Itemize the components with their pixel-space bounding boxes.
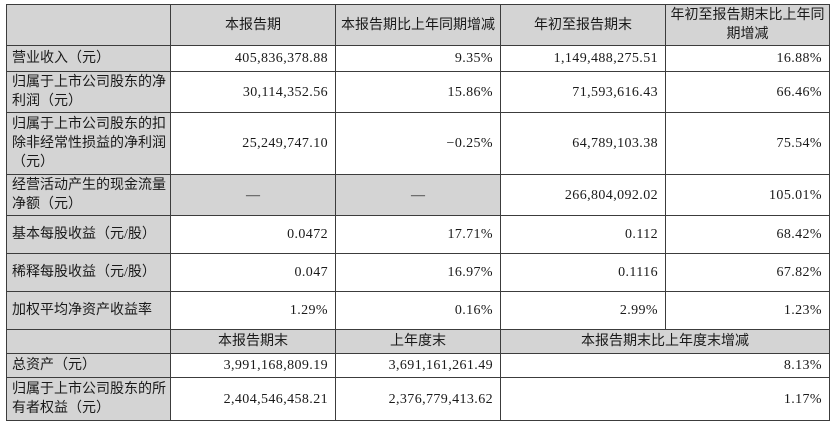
value-cell: −0.25% — [335, 112, 501, 175]
value-cell: 8.13% — [500, 353, 830, 378]
value-cell: 0.0472 — [170, 215, 336, 254]
col-header-period-end-change: 本报告期末比上年度末增减 — [500, 329, 830, 354]
value-cell: 68.42% — [665, 215, 830, 254]
value-cell: 1,149,488,275.51 — [500, 45, 666, 72]
col-header-prior-year-end: 上年度末 — [335, 329, 501, 354]
row-label-net-profit: 归属于上市公司股东的净利润（元） — [6, 71, 171, 113]
header-row-period: 本报告期 本报告期比上年同期增减 年初至报告期末 年初至报告期末比上年同期增减 — [6, 4, 830, 46]
row-label-total-assets: 总资产（元） — [6, 353, 171, 378]
corner-cell — [6, 329, 171, 354]
table-row: 总资产（元） 3,991,168,809.19 3,691,161,261.49… — [6, 353, 830, 378]
value-cell-na: — — [170, 174, 336, 216]
col-header-period-end: 本报告期末 — [170, 329, 336, 354]
col-header-ytd-yoy-change: 年初至报告期末比上年同期增减 — [665, 4, 830, 46]
value-cell: 3,691,161,261.49 — [335, 353, 501, 378]
value-cell: 0.16% — [335, 291, 501, 330]
table-row: 基本每股收益（元/股） 0.0472 17.71% 0.112 68.42% — [6, 215, 830, 254]
value-cell: 1.17% — [500, 377, 830, 421]
value-cell: 266,804,092.02 — [500, 174, 666, 216]
row-label-weighted-avg-roe: 加权平均净资产收益率 — [6, 291, 171, 330]
value-cell: 75.54% — [665, 112, 830, 175]
col-header-current-period: 本报告期 — [170, 4, 336, 46]
value-cell: 66.46% — [665, 71, 830, 113]
value-cell-na: — — [335, 174, 501, 216]
value-cell: 2.99% — [500, 291, 666, 330]
value-cell: 9.35% — [335, 45, 501, 72]
financial-summary-table: 本报告期 本报告期比上年同期增减 年初至报告期末 年初至报告期末比上年同期增减 … — [6, 4, 830, 421]
value-cell: 67.82% — [665, 253, 830, 292]
value-cell: 1.23% — [665, 291, 830, 330]
financial-summary: 本报告期 本报告期比上年同期增减 年初至报告期末 年初至报告期末比上年同期增减 … — [6, 4, 830, 421]
table-row: 归属于上市公司股东的扣除非经常性损益的净利润（元） 25,249,747.10 … — [6, 112, 830, 175]
value-cell: 2,376,779,413.62 — [335, 377, 501, 421]
row-label-owners-equity: 归属于上市公司股东的所有者权益（元） — [6, 377, 171, 421]
value-cell: 71,593,616.43 — [500, 71, 666, 113]
col-header-yoy-change: 本报告期比上年同期增减 — [335, 4, 501, 46]
value-cell: 3,991,168,809.19 — [170, 353, 336, 378]
value-cell: 64,789,103.38 — [500, 112, 666, 175]
value-cell: 15.86% — [335, 71, 501, 113]
table-row: 营业收入（元） 405,836,378.88 9.35% 1,149,488,2… — [6, 45, 830, 72]
col-header-year-to-date: 年初至报告期末 — [500, 4, 666, 46]
corner-cell — [6, 4, 171, 46]
table-row: 归属于上市公司股东的所有者权益（元） 2,404,546,458.21 2,37… — [6, 377, 830, 421]
value-cell: 0.1116 — [500, 253, 666, 292]
value-cell: 25,249,747.10 — [170, 112, 336, 175]
value-cell: 17.71% — [335, 215, 501, 254]
table-row: 归属于上市公司股东的净利润（元） 30,114,352.56 15.86% 71… — [6, 71, 830, 113]
row-label-net-profit-excl-nonrecurring: 归属于上市公司股东的扣除非经常性损益的净利润（元） — [6, 112, 171, 175]
value-cell: 1.29% — [170, 291, 336, 330]
value-cell: 105.01% — [665, 174, 830, 216]
table-row: 经营活动产生的现金流量净额（元） — — 266,804,092.02 105.… — [6, 174, 830, 216]
value-cell: 16.97% — [335, 253, 501, 292]
row-label-diluted-eps: 稀释每股收益（元/股） — [6, 253, 171, 292]
value-cell: 0.112 — [500, 215, 666, 254]
value-cell: 16.88% — [665, 45, 830, 72]
header-row-period-end: 本报告期末 上年度末 本报告期末比上年度末增减 — [6, 329, 830, 354]
row-label-revenue: 营业收入（元） — [6, 45, 171, 72]
row-label-operating-cash-flow: 经营活动产生的现金流量净额（元） — [6, 174, 171, 216]
value-cell: 2,404,546,458.21 — [170, 377, 336, 421]
value-cell: 405,836,378.88 — [170, 45, 336, 72]
table-row: 稀释每股收益（元/股） 0.047 16.97% 0.1116 67.82% — [6, 253, 830, 292]
table-row: 加权平均净资产收益率 1.29% 0.16% 2.99% 1.23% — [6, 291, 830, 330]
value-cell: 30,114,352.56 — [170, 71, 336, 113]
value-cell: 0.047 — [170, 253, 336, 292]
row-label-basic-eps: 基本每股收益（元/股） — [6, 215, 171, 254]
